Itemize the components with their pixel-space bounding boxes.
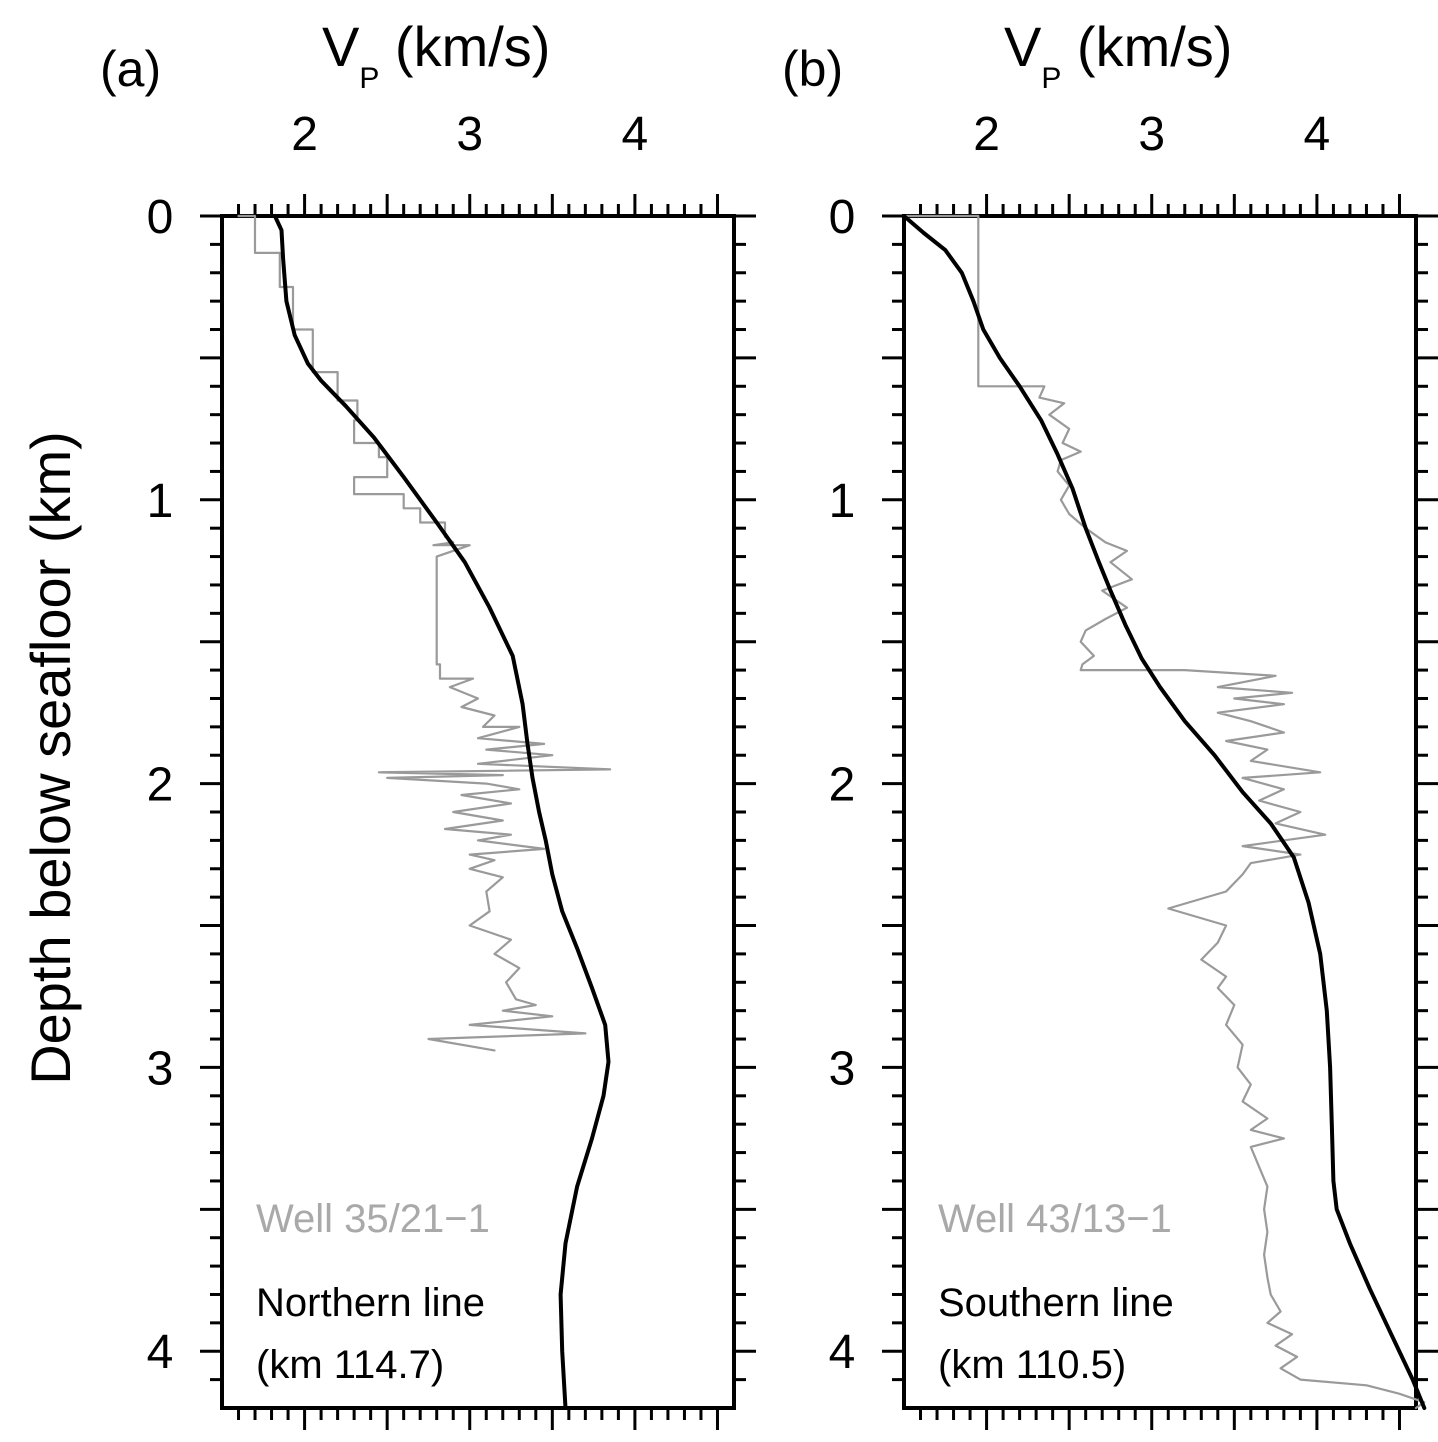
y-tick-label: 3 [829,1042,856,1095]
model-velocity-line [902,214,1427,1410]
x-tick-label: 2 [291,108,318,161]
series-group [902,214,1427,1410]
line-label: Southern line [938,1281,1174,1325]
x-tick-label: 4 [1304,108,1331,161]
y-tick-labels: 0 1 2 3 4 [147,191,174,1379]
model-velocity-line [272,214,611,1410]
x-axis-title-subscript: P [1041,62,1061,95]
axis-ticks [200,194,756,1430]
y-tick-label: 1 [147,475,174,528]
panel-b: (b) VP (km/s) 2 3 4 0 1 2 3 4 Well 43/13−1 Sou… [782,15,1438,1430]
well-label: Well 35/21−1 [256,1197,490,1241]
x-tick-label: 2 [973,108,1000,161]
panel-a: (a) VP (km/s) 2 3 4 0 1 2 3 4 Well 35/21−1 Nor… [100,15,756,1430]
x-axis-title-main: V [322,15,360,78]
line-km-label: (km 110.5) [938,1343,1126,1387]
y-tick-label: 2 [829,759,856,812]
y-tick-label: 4 [829,1326,856,1379]
y-axis-title: Depth below seafloor (km) [19,431,82,1085]
line-km-label: (km 114.7) [256,1343,444,1387]
panel-label: (b) [782,41,843,97]
x-axis-title: VP (km/s) [322,15,550,95]
x-axis-title-unit: (km/s) [379,15,550,78]
x-axis-title-unit: (km/s) [1061,15,1232,78]
panel-label: (a) [100,41,161,97]
well-log-line [237,214,612,1052]
x-axis-title: VP (km/s) [1004,15,1232,95]
y-tick-label: 0 [147,191,174,244]
x-tick-labels: 2 3 4 [291,108,648,161]
x-tick-label: 3 [456,108,483,161]
well-label: Well 43/13−1 [938,1197,1172,1241]
line-label: Northern line [256,1281,485,1325]
x-axis-title-main: V [1004,15,1042,78]
y-tick-label: 2 [147,759,174,812]
y-tick-label: 3 [147,1042,174,1095]
well-log-line [902,214,1426,1410]
x-tick-label: 4 [622,108,649,161]
y-tick-label: 0 [829,191,856,244]
y-tick-labels: 0 1 2 3 4 [829,191,856,1379]
x-axis-title-subscript: P [359,62,379,95]
y-tick-label: 4 [147,1326,174,1379]
x-tick-labels: 2 3 4 [973,108,1330,161]
axis-ticks [882,194,1438,1430]
x-tick-label: 3 [1138,108,1165,161]
series-group [237,214,612,1410]
y-tick-label: 1 [829,475,856,528]
